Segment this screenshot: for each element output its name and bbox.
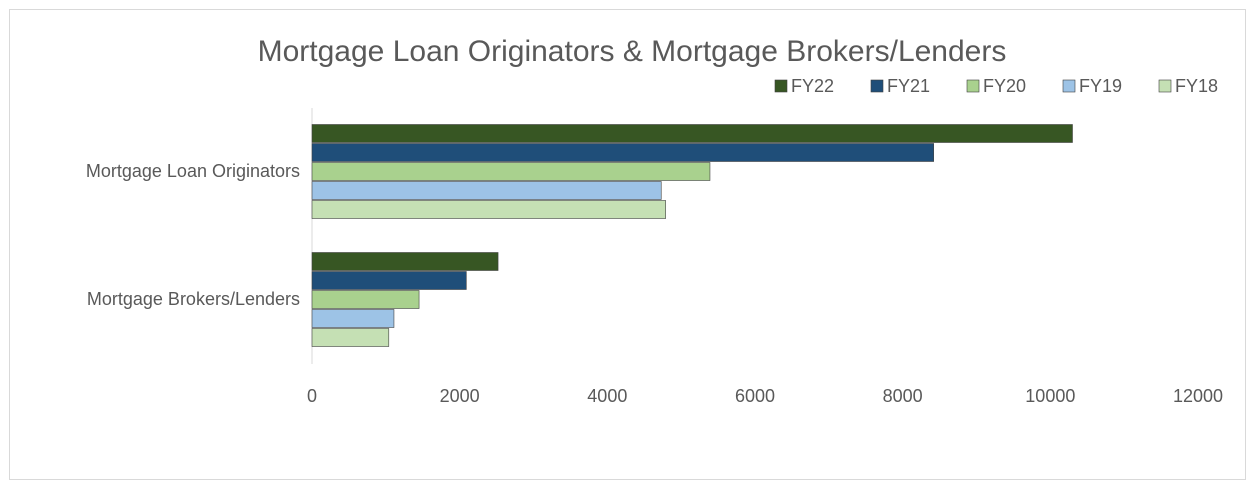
bar [311,200,666,219]
legend-swatch [1062,79,1076,93]
x-tick-label: 4000 [587,386,627,406]
bar [311,328,390,347]
bar [311,290,420,309]
x-tick-label: 10000 [1025,386,1075,406]
y-tick-label: Mortgage Loan Originators [86,161,300,181]
legend-label: FY20 [983,76,1026,96]
legend-label: FY21 [887,76,930,96]
legend-label: FY18 [1175,76,1218,96]
x-tick-label: 8000 [883,386,923,406]
legend-label: FY22 [791,76,834,96]
x-tick-label: 12000 [1173,386,1223,406]
bar [311,162,711,181]
chart-title: Mortgage Loan Originators & Mortgage Bro… [258,35,1007,68]
legend-swatch [774,79,788,93]
legend-label: FY19 [1079,76,1122,96]
bar [311,309,395,328]
legend-swatch [870,79,884,93]
bar [311,143,934,162]
x-tick-label: 2000 [440,386,480,406]
bar [311,124,1073,143]
legend-swatch [966,79,980,93]
chart-border [9,9,1246,480]
x-tick-label: 0 [307,386,317,406]
bar [311,181,662,200]
x-tick-label: 6000 [735,386,775,406]
bar [311,252,499,271]
legend-swatch [1158,79,1172,93]
bar [311,271,467,290]
y-tick-label: Mortgage Brokers/Lenders [87,289,300,309]
